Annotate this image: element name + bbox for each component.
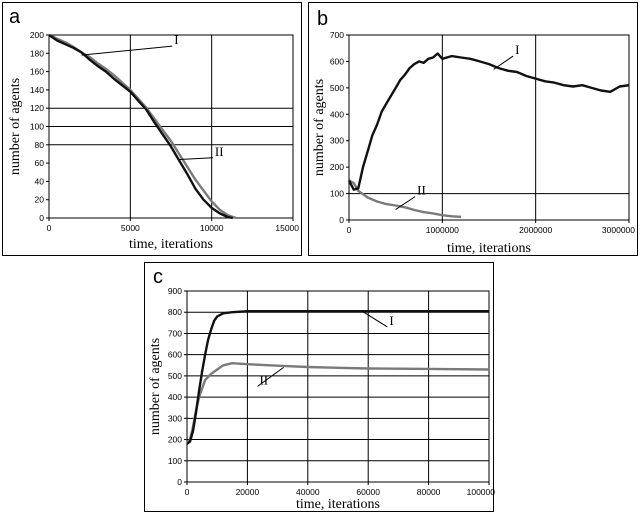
series-line-a-i xyxy=(48,34,234,220)
y-tick-label-a-20: 20 xyxy=(35,195,45,205)
chart-panel-b: b 0 100 200 300 400 500 600 700 0 1000000 2000000 30… xyxy=(308,2,638,256)
y-tick-label-a-100: 100 xyxy=(30,122,44,132)
y-tick-label-a-60: 60 xyxy=(35,158,45,168)
x-tick-label-a-0: 0 xyxy=(47,223,52,233)
annotation-leader-c-i xyxy=(361,310,388,328)
x-tick-label-a-5000: 5000 xyxy=(121,223,140,233)
chart-b-svg: b 0 100 200 300 400 500 600 700 0 1000000 2000000 30… xyxy=(312,8,635,256)
y-tick-label-a-40: 40 xyxy=(35,176,45,186)
y-tick-label-c-700: 700 xyxy=(168,328,182,338)
y-tick-label-c-300: 300 xyxy=(168,413,182,423)
y-tick-label-c-0: 0 xyxy=(177,477,182,487)
y-tick-label-b-200: 200 xyxy=(330,162,344,172)
plot-frame-b xyxy=(348,34,630,221)
y-tick-label-a-180: 180 xyxy=(30,48,44,58)
annotation-leader-b-ii xyxy=(395,196,416,210)
series-label-b-i: I xyxy=(515,42,519,57)
x-tick-label-a-15000: 15000 xyxy=(275,223,299,233)
plot-frame-c xyxy=(186,290,490,483)
x-tick-label-c-80000: 80000 xyxy=(417,487,441,497)
y-axis-label-a: number of agents xyxy=(8,78,23,175)
x-tick-label-a-10000: 10000 xyxy=(200,223,224,233)
y-tick-label-b-0: 0 xyxy=(339,215,344,225)
x-tick-label-b-0: 0 xyxy=(347,225,352,235)
series-label-b-ii: II xyxy=(417,183,426,198)
annotation-leader-a-ii xyxy=(179,157,213,160)
y-axis-label-b: number of agents xyxy=(312,79,327,176)
chart-c-svg: c 0 100 200 300 400 500 600 700 800 900 0 20000 40000… xyxy=(148,266,495,512)
chart-panel-c: c 0 100 200 300 400 500 600 700 800 900 0 20000 40000… xyxy=(144,262,495,512)
chart-panel-a: a 0 20 40 60 80 100 120 140 160 180 200 0 5000 10000 15… xyxy=(2,2,302,256)
y-tick-label-c-900: 900 xyxy=(168,286,182,296)
annotation-leader-a-i xyxy=(81,45,173,56)
y-tick-label-b-700: 700 xyxy=(330,30,344,40)
panel-letter-c: c xyxy=(153,266,163,288)
panel-letter-a: a xyxy=(9,6,21,28)
panel-letter-b: b xyxy=(317,8,328,30)
series-label-a-ii: II xyxy=(215,144,224,159)
y-tick-label-a-0: 0 xyxy=(39,213,44,223)
x-axis-label-b: time, iterations xyxy=(447,241,531,256)
y-axis-label-c: number of agents xyxy=(148,338,163,435)
y-tick-label-c-200: 200 xyxy=(168,435,182,445)
chart-a-svg: a 0 20 40 60 80 100 120 140 160 180 200 0 5000 10000 15… xyxy=(8,6,299,252)
annotation-leader-b-i xyxy=(493,55,514,70)
x-tick-label-c-40000: 40000 xyxy=(296,487,320,497)
series-label-c-i: I xyxy=(389,313,393,328)
series-line-b-ii xyxy=(348,179,462,218)
y-tick-label-a-80: 80 xyxy=(35,140,45,150)
y-tick-label-a-200: 200 xyxy=(30,30,44,40)
y-tick-label-c-400: 400 xyxy=(168,392,182,402)
y-tick-label-c-500: 500 xyxy=(168,371,182,381)
series-line-b-i xyxy=(347,52,630,191)
y-tick-label-a-140: 140 xyxy=(30,85,44,95)
y-tick-label-a-120: 120 xyxy=(30,103,44,113)
series-label-c-ii: II xyxy=(259,372,268,387)
x-axis-label-a: time, iterations xyxy=(129,237,213,252)
y-tick-label-b-600: 600 xyxy=(330,56,344,66)
annotation-leader-c-ii xyxy=(257,366,284,387)
x-tick-label-c-60000: 60000 xyxy=(356,487,380,497)
x-tick-label-b-1000000: 1000000 xyxy=(426,225,459,235)
y-tick-label-b-100: 100 xyxy=(330,189,344,199)
y-tick-label-b-400: 400 xyxy=(330,109,344,119)
x-tick-label-c-20000: 20000 xyxy=(236,487,260,497)
x-tick-label-c-0: 0 xyxy=(185,487,190,497)
x-tick-label-b-2000000: 2000000 xyxy=(519,225,552,235)
y-tick-label-c-800: 800 xyxy=(168,307,182,317)
y-tick-label-b-300: 300 xyxy=(330,136,344,146)
y-tick-label-a-160: 160 xyxy=(30,67,44,77)
x-tick-label-b-3000000: 3000000 xyxy=(602,225,635,235)
y-tick-label-c-100: 100 xyxy=(168,456,182,466)
x-axis-label-c: time, iterations xyxy=(296,497,380,512)
x-tick-label-c-100000: 100000 xyxy=(467,487,495,497)
series-label-a-i: I xyxy=(174,32,178,47)
series-line-c-i xyxy=(186,310,489,445)
series-line-c-ii xyxy=(186,361,490,445)
y-tick-label-b-500: 500 xyxy=(330,83,344,93)
y-tick-label-c-600: 600 xyxy=(168,350,182,360)
